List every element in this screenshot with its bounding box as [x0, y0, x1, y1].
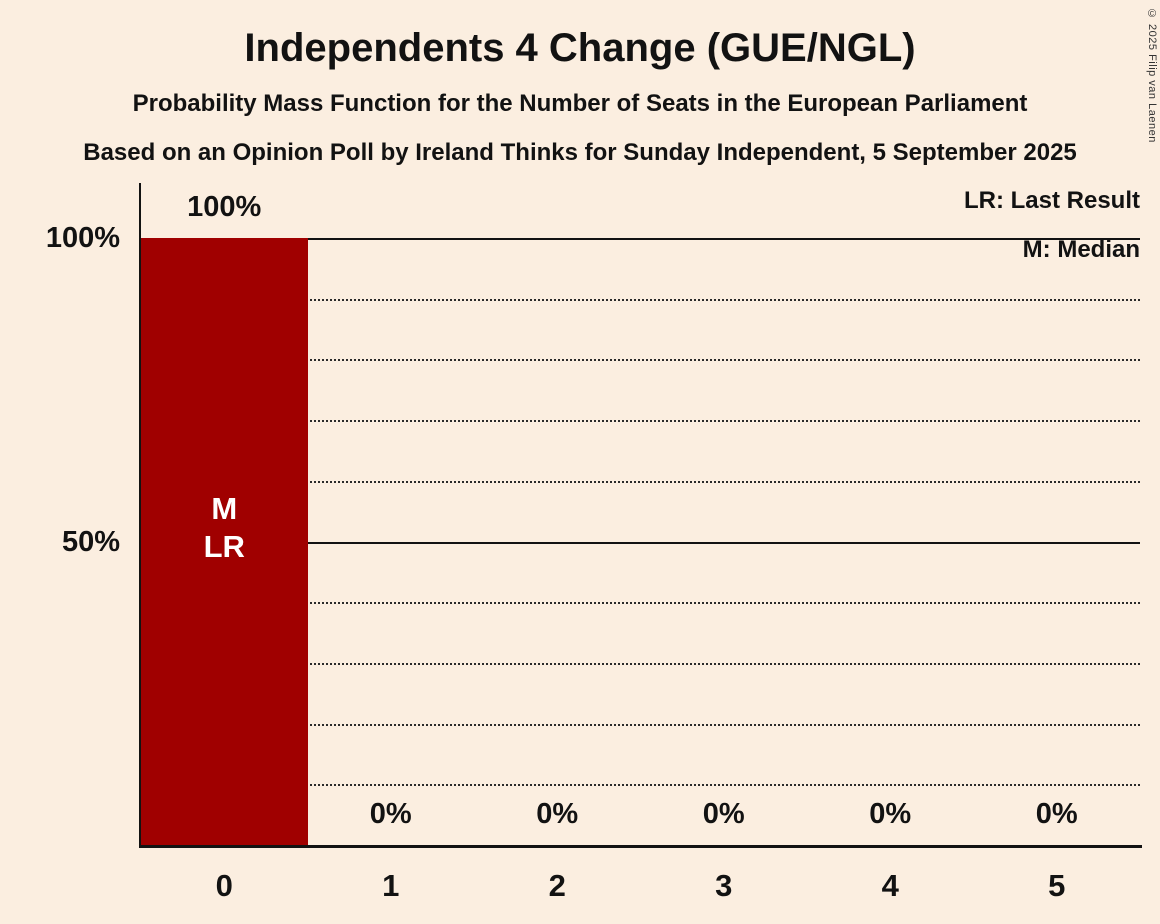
- copyright-notice: © 2025 Filip van Laenen: [1146, 8, 1158, 143]
- bar-annotation-block: M LR: [141, 490, 308, 566]
- x-tick-labels: 0 1 2 3 4 5: [141, 868, 1140, 914]
- gridline-20pct: [141, 723, 1140, 726]
- annotation-m-label: M: [211, 491, 238, 527]
- x-tick-5: 5: [1048, 868, 1066, 903]
- x-tick-4: 4: [881, 868, 899, 903]
- chart-subtitle: Probability Mass Function for the Number…: [132, 90, 1028, 117]
- gridline-10pct: [141, 784, 1140, 787]
- chart-source-line: Based on an Opinion Poll by Ireland Thin…: [83, 139, 1077, 166]
- gridline-50pct: [141, 541, 1140, 544]
- gridline-60pct: [141, 480, 1140, 483]
- bar-value-label: 0%: [702, 798, 745, 830]
- gridline-80pct: [141, 359, 1140, 362]
- x-tick-1: 1: [382, 868, 400, 903]
- gridline-100pct: [141, 238, 1140, 240]
- bar-value-label: 0%: [536, 798, 579, 830]
- bar-seats-0: M LR: [141, 238, 308, 845]
- annotation-lr-label: LR: [203, 529, 245, 565]
- y-tick-100pct: 100%: [45, 222, 120, 254]
- y-tick-50pct: 50%: [61, 525, 120, 558]
- y-axis: [139, 183, 141, 847]
- legend-median: M: Median: [1022, 236, 1140, 263]
- bar-value-label: 100%: [187, 191, 262, 223]
- chart-title: Independents 4 Change (GUE/NGL): [244, 26, 916, 70]
- gridline-90pct: [141, 298, 1140, 301]
- x-tick-2: 2: [548, 868, 566, 903]
- x-axis: [139, 845, 1142, 848]
- bar-value-label: 0%: [369, 798, 412, 830]
- gridline-30pct: [141, 662, 1140, 665]
- gridline-70pct: [141, 420, 1140, 423]
- bar-value-label: 0%: [1035, 798, 1078, 830]
- x-tick-0: 0: [215, 868, 233, 903]
- legend-last-result: LR: Last Result: [963, 187, 1140, 214]
- bar-value-label: 0%: [869, 798, 912, 830]
- plot-area: M LR 100% 0% 0% 0% 0% 0%: [141, 191, 1140, 845]
- gridline-40pct: [141, 602, 1140, 605]
- x-tick-3: 3: [715, 868, 733, 903]
